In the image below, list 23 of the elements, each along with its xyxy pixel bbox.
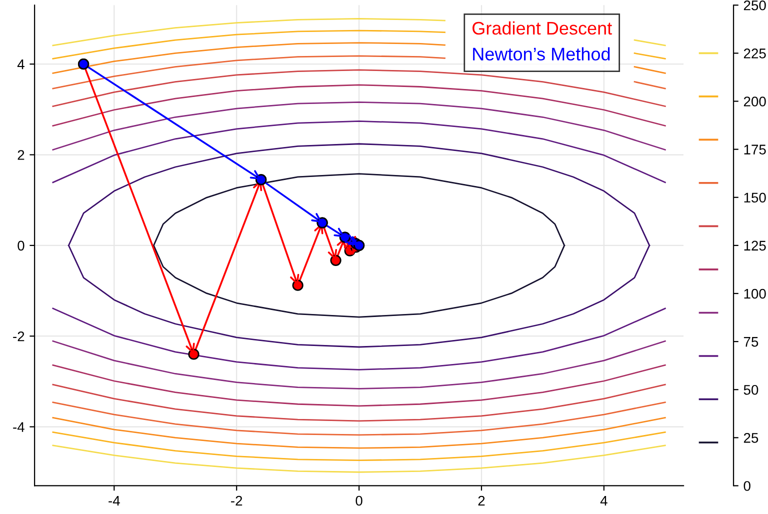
y2-tick-label: 75 bbox=[744, 337, 758, 347]
y-tick-label: 0 bbox=[18, 240, 24, 251]
x-tick-label: 0 bbox=[356, 496, 362, 506]
y2-tick-label: 50 bbox=[744, 384, 758, 395]
y-tick-label: 2 bbox=[18, 150, 24, 160]
y2-tick-label: 225 bbox=[744, 48, 766, 58]
x-tick-label: 2 bbox=[478, 496, 485, 506]
text: Gradient Descent bbox=[472, 21, 612, 35]
y2-tick-label: 250 bbox=[744, 0, 766, 10]
y-tick-label: -2 bbox=[13, 331, 24, 342]
y2-tick-label: 175 bbox=[744, 144, 766, 154]
y-tick-label: 4 bbox=[17, 60, 24, 70]
y2-tick-label: 100 bbox=[744, 288, 766, 299]
y2-tick-label: 25 bbox=[744, 433, 758, 443]
y2-tick-label: 0 bbox=[744, 481, 750, 491]
y-tick-label: -4 bbox=[13, 422, 24, 432]
x-tick-label: 4 bbox=[600, 496, 608, 506]
x-tick-label: -4 bbox=[108, 496, 120, 506]
text: Newton’s Method bbox=[473, 47, 610, 61]
y2-tick-label: 125 bbox=[744, 240, 766, 251]
y2-tick-label: 150 bbox=[744, 192, 766, 203]
x-tick-label: -2 bbox=[231, 496, 242, 506]
y2-tick-label: 200 bbox=[744, 96, 766, 106]
